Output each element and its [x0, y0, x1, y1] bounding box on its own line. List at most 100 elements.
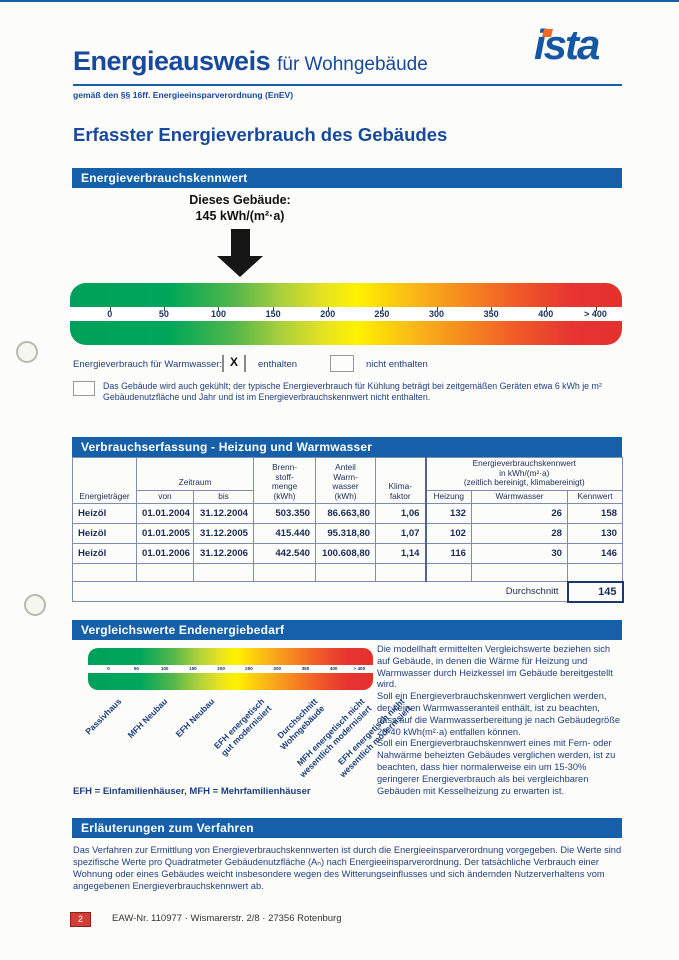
col-energietraeger: Energieträger [72, 456, 137, 505]
cell: 01.01.2006 [136, 543, 194, 565]
scale-tick-label: 200 [217, 666, 225, 671]
comparison-label-mfh-neubau: MFH Neubau [125, 696, 170, 741]
cell: 100.608,80 [315, 543, 377, 565]
cell: 1,14 [375, 543, 427, 565]
cell: 1,07 [375, 523, 427, 545]
comparison-explanation-text: Die modellhaft ermittelten Vergleichswer… [377, 644, 621, 796]
cell: 31.12.2004 [192, 503, 255, 525]
cell [375, 563, 427, 583]
warmwater-not-included-checkbox[interactable] [330, 355, 354, 372]
col-von: von [136, 489, 194, 505]
cell: 442.540 [253, 543, 317, 565]
warmwater-included-checkbox[interactable]: X [222, 355, 246, 372]
scale-tick-label: 250 [374, 309, 390, 319]
average-label: Durchschnitt [71, 581, 568, 603]
bar-energieverbrauchskennwert: Energieverbrauchskennwert [72, 168, 622, 188]
scale-tick-label: 400 [329, 666, 338, 671]
comparison-color-scale: 0 50 100 150 200 250 300 350 400 > 400 [88, 648, 373, 690]
cell: 415.440 [253, 523, 317, 545]
cell [72, 563, 137, 583]
tick-mark [327, 307, 329, 311]
tick-mark [595, 307, 597, 311]
scale-tick-label: 100 [210, 309, 226, 319]
comparison-label-passivhaus: Passivhaus [83, 696, 124, 737]
scale-tick-label: 200 [320, 309, 336, 319]
col-kennwert: Kennwert [567, 489, 624, 505]
col-heizung: Heizung [424, 489, 473, 505]
binder-hole [24, 594, 46, 616]
cell [424, 563, 473, 583]
title-underline-rule [73, 84, 622, 86]
cell [136, 563, 194, 583]
consumption-table: Energieträger Zeitraum Brenn- stoff- men… [71, 456, 624, 603]
scale-tick-label: 300 [273, 666, 282, 671]
cell [192, 563, 255, 583]
scale-tick-label: 150 [189, 666, 197, 671]
scale-tick-label: 0 [107, 309, 113, 319]
tick-mark [218, 307, 220, 311]
warmwater-included-label: enthalten [258, 359, 298, 370]
building-value: 145 kWh/(m²·a) [195, 209, 285, 224]
arrow-head [217, 256, 263, 277]
cell: 26 [471, 503, 569, 525]
table-row: Heizöl 01.01.2005 31.12.2005 415.440 95.… [72, 523, 624, 545]
table-row: Heizöl 01.01.2004 31.12.2004 503.350 86.… [72, 503, 624, 525]
title-main: Energieausweis [73, 46, 271, 76]
col-warmwasser: Warmwasser [471, 489, 569, 505]
scale-tick-label: 250 [245, 666, 253, 671]
tick-mark [109, 307, 111, 311]
page-title: Energieausweis für Wohngebäude [73, 46, 428, 77]
scale-tick-label: > 400 [353, 666, 366, 671]
cell: 116 [424, 543, 473, 565]
table-row: Heizöl 01.01.2006 31.12.2006 442.540 100… [72, 543, 624, 565]
method-explanation-text: Das Verfahren zur Ermittlung von Energie… [73, 845, 622, 892]
building-value-callout: Dieses Gebäude: 145 kWh/(m²·a) [140, 192, 340, 225]
scale-tick-label: 350 [301, 666, 310, 671]
cell: 01.01.2004 [136, 503, 194, 525]
col-brennstoffmenge: Brenn- stoff- menge (kWh) [253, 456, 317, 505]
scale-tick-label: 100 [160, 666, 169, 671]
footer-reference-text: EAW-Nr. 110977 · Wismarerstr. 2/8 · 2735… [112, 913, 342, 924]
scale-tick-label: 150 [265, 309, 281, 319]
cell: 102 [424, 523, 473, 545]
binder-hole [16, 341, 38, 363]
cell: 158 [567, 503, 624, 525]
ista-logo: ista [534, 24, 600, 66]
scale-tick-label: 400 [538, 309, 554, 319]
col-bis: bis [192, 489, 255, 505]
cell: 86.663,80 [315, 503, 377, 525]
title-suffix: für Wohngebäude [277, 54, 428, 75]
tick-mark [273, 307, 275, 311]
bar-vergleichswerte: Vergleichswerte Endenergiebedarf [72, 620, 622, 640]
cell: Heizöl [72, 523, 137, 545]
cell: 95.318,80 [315, 523, 377, 545]
scale-tick-label: > 400 [584, 309, 607, 319]
cell: 31.12.2005 [192, 523, 255, 545]
cell: 30 [471, 543, 569, 565]
table-row-empty [72, 563, 624, 583]
tick-mark [436, 307, 438, 311]
cooling-checkbox[interactable] [73, 381, 95, 396]
tick-mark [381, 307, 383, 311]
section-heading: Erfasster Energieverbrauch des Gebäudes [73, 124, 448, 145]
cooling-note: Das Gebäude wird auch gekühlt; der typis… [103, 381, 602, 402]
cell [471, 563, 569, 583]
cell: 1,06 [375, 503, 427, 525]
cell: 01.01.2005 [136, 523, 194, 545]
tick-mark [491, 307, 493, 311]
scale-tick-label: 350 [483, 309, 499, 319]
tick-mark [163, 307, 165, 311]
cell: Heizöl [72, 543, 137, 565]
building-value-label: Dieses Gebäude: [189, 193, 291, 207]
page-subtitle: gemäß den §§ 16ff. Energieeinsparverordn… [73, 90, 294, 100]
tick-mark [545, 307, 547, 311]
col-zeitraum: Zeitraum [135, 457, 255, 491]
average-value: 145 [566, 580, 624, 603]
cell: 132 [424, 503, 473, 525]
cell: 130 [567, 523, 624, 545]
page-number-badge: 2 [70, 912, 91, 927]
cell: 28 [471, 523, 569, 545]
arrow-stem [231, 229, 250, 256]
scale-tick-label: 300 [429, 309, 445, 319]
